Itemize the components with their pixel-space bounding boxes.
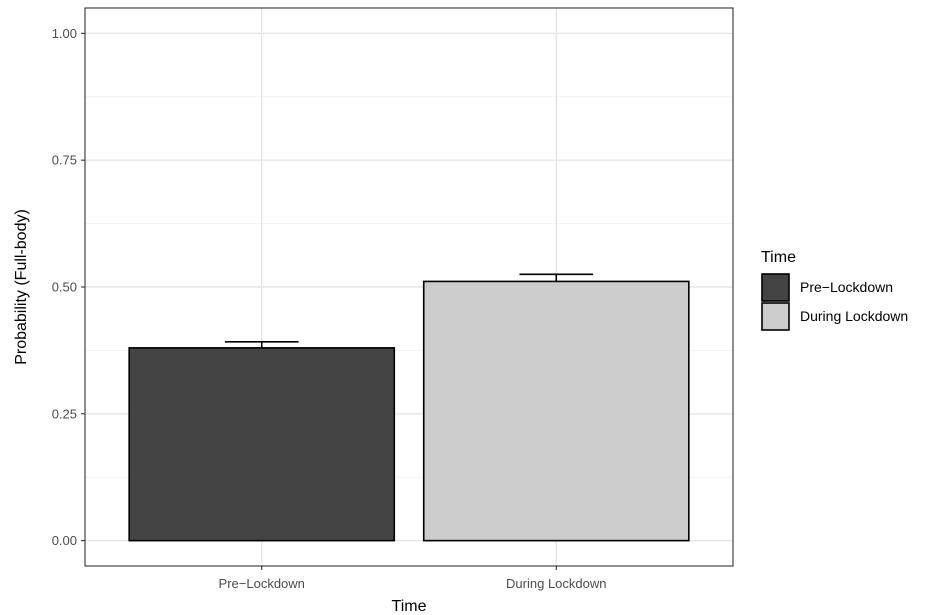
- legend-label: During Lockdown: [800, 308, 908, 324]
- bars: [128, 280, 690, 542]
- y-tick-label: 0.00: [52, 533, 77, 548]
- bar: [128, 347, 396, 542]
- y-tick-label: 0.75: [52, 153, 77, 168]
- legend-item: During Lockdown: [761, 302, 908, 331]
- x-tick-label: During Lockdown: [506, 576, 606, 591]
- error-bars: [224, 273, 594, 348]
- y-tick-label: 0.25: [52, 406, 77, 421]
- bar: [422, 280, 690, 542]
- error-bar: [224, 340, 299, 348]
- legend-label: Pre−Lockdown: [800, 279, 893, 295]
- x-axis-ticks: Pre−Lockdown During Lockdown: [219, 566, 606, 591]
- legend-swatch: [761, 302, 790, 331]
- legend-item: Pre−Lockdown: [761, 273, 893, 302]
- y-tick-label: 1.00: [52, 26, 77, 41]
- y-tick-label: 0.50: [52, 280, 77, 295]
- y-axis-title: Probability (Full-body): [13, 209, 30, 365]
- error-bar: [519, 273, 594, 282]
- legend: Time Pre−Lockdown During Lockdown: [761, 249, 908, 331]
- y-axis-ticks: 0.00 0.25 0.50 0.75 1.00: [52, 26, 85, 548]
- x-tick-label: Pre−Lockdown: [219, 576, 305, 591]
- legend-swatch: [761, 273, 790, 302]
- legend-title: Time: [761, 249, 796, 266]
- x-axis-title: Time: [392, 598, 427, 615]
